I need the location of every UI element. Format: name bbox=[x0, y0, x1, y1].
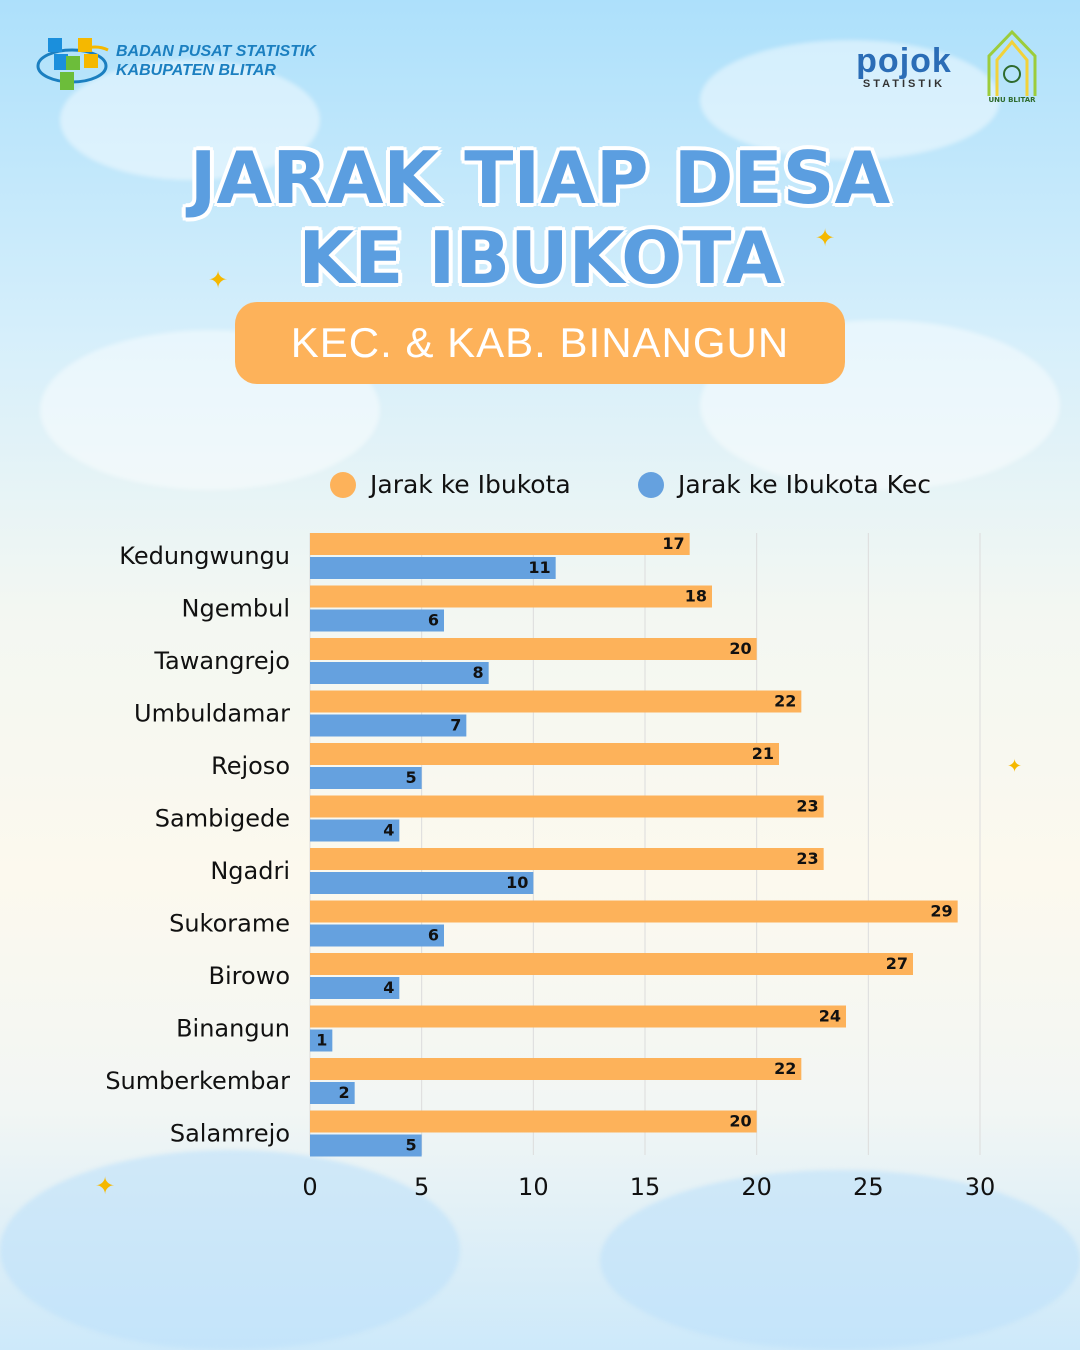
category-label: Kedungwungu bbox=[119, 542, 290, 570]
bar-kec bbox=[310, 767, 422, 789]
category-label: Birowo bbox=[209, 962, 290, 990]
pojok-sub: STATISTIK bbox=[862, 78, 946, 90]
bar-kab bbox=[310, 900, 958, 923]
bar-kab bbox=[310, 1058, 802, 1080]
sparkle-icon: ✦ bbox=[815, 224, 836, 252]
x-tick-label: 0 bbox=[302, 1173, 317, 1201]
pojok-statistik-logo: pojok STATISTIK bbox=[852, 44, 956, 90]
data-label: 27 bbox=[886, 954, 908, 973]
pojok-word: pojok bbox=[856, 42, 952, 80]
data-label: 22 bbox=[774, 692, 796, 711]
cloud-decoration bbox=[0, 1150, 460, 1350]
data-label: 1 bbox=[316, 1031, 327, 1050]
data-label: 20 bbox=[729, 639, 751, 658]
bar-kab bbox=[310, 743, 779, 765]
legend-swatch-blue bbox=[638, 471, 664, 498]
data-label: 18 bbox=[685, 587, 707, 606]
bar-kec bbox=[310, 714, 467, 737]
x-tick-label: 30 bbox=[965, 1173, 996, 1201]
org-line-2: KABUPATEN BLITAR bbox=[116, 62, 276, 79]
bar-kab bbox=[310, 585, 712, 608]
subtitle-badge: KEC. & KAB. BINANGUN bbox=[235, 302, 845, 384]
category-label: Umbuldamar bbox=[134, 700, 290, 728]
bar-kab bbox=[310, 848, 824, 870]
legend-item-orange: Jarak ke Ibukota bbox=[330, 470, 571, 499]
unu-blitar-logo: UNU BLITAR bbox=[975, 26, 1049, 106]
bar-kab bbox=[310, 533, 690, 555]
sparkle-icon: ✦ bbox=[95, 1172, 116, 1200]
bar-kab bbox=[310, 638, 757, 660]
bar-kec bbox=[310, 977, 400, 999]
bar-kec bbox=[310, 662, 489, 684]
category-label: Tawangrejo bbox=[153, 647, 290, 675]
data-label: 4 bbox=[383, 978, 394, 997]
bar-kab bbox=[310, 795, 824, 818]
data-label: 22 bbox=[774, 1059, 796, 1078]
data-label: 17 bbox=[662, 534, 684, 553]
legend-label: Jarak ke Ibukota bbox=[370, 470, 571, 499]
bar-kec bbox=[310, 1134, 422, 1157]
category-label: Ngadri bbox=[210, 857, 290, 885]
data-label: 7 bbox=[450, 716, 461, 735]
bar-kec bbox=[310, 872, 534, 894]
data-label: 2 bbox=[339, 1083, 350, 1102]
x-tick-label: 15 bbox=[630, 1173, 661, 1201]
x-tick-label: 20 bbox=[741, 1173, 772, 1201]
data-label: 10 bbox=[506, 873, 528, 892]
title-line-1: JARAK TIAP DESA bbox=[189, 136, 891, 220]
bar-kab bbox=[310, 1110, 757, 1133]
bar-kab bbox=[310, 1005, 846, 1028]
sparkle-icon: ✦ bbox=[208, 266, 229, 294]
data-label: 23 bbox=[796, 849, 818, 868]
data-label: 6 bbox=[428, 611, 439, 630]
cloud-decoration bbox=[60, 60, 320, 180]
data-label: 5 bbox=[406, 1136, 417, 1155]
x-tick-label: 5 bbox=[414, 1173, 429, 1201]
data-label: 5 bbox=[406, 768, 417, 787]
category-label: Salamrejo bbox=[170, 1120, 290, 1148]
x-tick-label: 10 bbox=[518, 1173, 549, 1201]
bar-kab bbox=[310, 953, 913, 975]
bar-kab bbox=[310, 690, 802, 713]
org-line-1: BADAN PUSAT STATISTIK bbox=[116, 43, 316, 60]
data-label: 21 bbox=[752, 744, 774, 763]
bar-kec bbox=[310, 1082, 355, 1104]
data-label: 24 bbox=[819, 1007, 841, 1026]
bar-kec bbox=[310, 1029, 333, 1052]
bps-org-name: BADAN PUSAT STATISTIK KABUPATEN BLITAR bbox=[116, 42, 316, 80]
legend-item-blue: Jarak ke Ibukota Kec bbox=[638, 470, 931, 499]
category-label: Ngembul bbox=[182, 595, 290, 623]
data-label: 6 bbox=[428, 926, 439, 945]
category-label: Sambigede bbox=[155, 805, 290, 833]
cloud-decoration bbox=[700, 40, 1000, 160]
x-tick-label: 25 bbox=[853, 1173, 884, 1201]
data-label: 23 bbox=[796, 797, 818, 816]
data-label: 4 bbox=[383, 821, 394, 840]
unu-text: UNU BLITAR bbox=[988, 96, 1036, 104]
legend-label: Jarak ke Ibukota Kec bbox=[678, 470, 931, 499]
data-label: 29 bbox=[930, 902, 952, 921]
category-label: Binangun bbox=[176, 1015, 290, 1043]
data-label: 20 bbox=[729, 1112, 751, 1131]
category-label: Sumberkembar bbox=[105, 1067, 290, 1095]
category-label: Rejoso bbox=[211, 752, 290, 780]
bar-kec bbox=[310, 924, 444, 947]
title-line-2: KE IBUKOTA bbox=[298, 216, 782, 300]
bar-kec bbox=[310, 609, 444, 632]
bar-kec bbox=[310, 819, 400, 842]
category-label: Sukorame bbox=[169, 910, 290, 938]
data-label: 8 bbox=[473, 663, 484, 682]
data-label: 11 bbox=[528, 558, 550, 577]
sparkle-icon: ✦ bbox=[1007, 756, 1023, 777]
legend-swatch-orange bbox=[330, 471, 356, 498]
cloud-decoration bbox=[600, 1170, 1080, 1350]
bps-logo bbox=[36, 36, 110, 94]
bar-kec bbox=[310, 557, 556, 579]
